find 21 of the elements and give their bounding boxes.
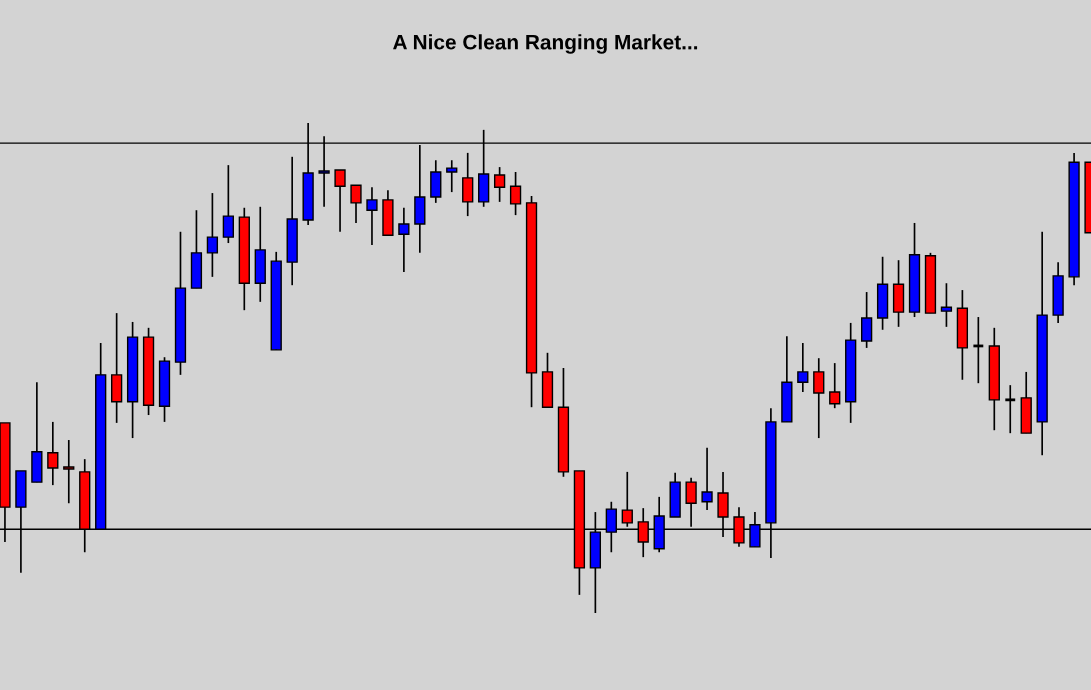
candlestick xyxy=(222,164,234,244)
candlestick xyxy=(350,184,362,224)
candlestick xyxy=(701,447,713,511)
candlestick xyxy=(940,282,953,328)
candlestick xyxy=(509,171,522,216)
candlestick xyxy=(685,476,697,528)
candlestick xyxy=(206,192,219,278)
candlestick xyxy=(493,166,506,203)
candlestick xyxy=(366,186,378,246)
candlestick xyxy=(63,439,75,505)
candlestick xyxy=(446,159,458,193)
candlestick xyxy=(334,169,346,233)
candlestick xyxy=(829,362,841,410)
candlestick xyxy=(621,471,633,528)
candlestick xyxy=(47,421,59,486)
candlestick xyxy=(1003,384,1017,435)
candlestick xyxy=(813,357,825,439)
candlestick xyxy=(860,291,873,349)
candlestick xyxy=(398,206,410,273)
candlestick xyxy=(797,342,809,393)
chart-title: A Nice Clean Ranging Market... xyxy=(393,34,698,54)
